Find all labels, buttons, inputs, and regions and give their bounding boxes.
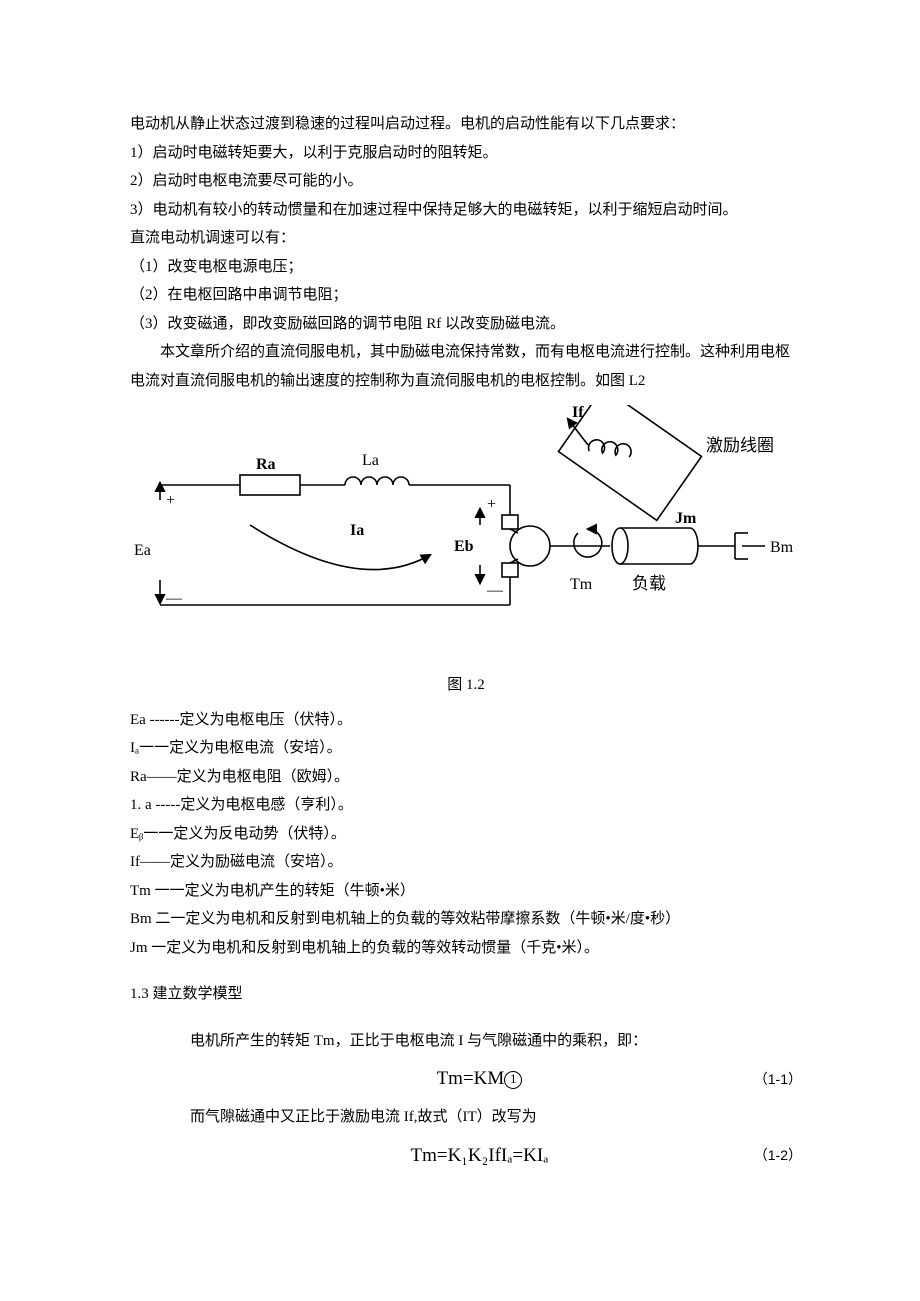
fig-label-load: 负载	[632, 574, 666, 593]
def-ia: Iₐ一一定义为电枢电流（安培）。	[130, 734, 802, 763]
intro-line-9: 本文章所介绍的直流伺服电机，其中励磁电流保持常数，而有电枢电流进行控制。这种利用…	[130, 338, 802, 395]
fig-label-eb: Eb	[454, 538, 474, 555]
def-la: 1. a -----定义为电枢电感（亨利）。	[130, 791, 802, 820]
equation-1: Tm=KM1 （1-1）	[130, 1061, 802, 1097]
fig-label-ra: Ra	[256, 456, 276, 473]
eq1-circled: 1	[504, 1071, 522, 1089]
section-heading: 1.3 建立数学模型	[130, 980, 802, 1009]
fig-minus-1: —	[165, 590, 183, 607]
fig-label-jm: Jm	[675, 510, 697, 527]
circuit-figure: Ea + — Ra La Ia Eb + — If 激励线圈 Jm Tm 负载 …	[130, 405, 802, 665]
sec-p1: 电机所产生的转矩 Tm，正比于电枢电流 I 与气隙磁通中的乘积，即：	[130, 1027, 802, 1056]
eq1-text: Tm=KM	[437, 1068, 505, 1089]
def-if: If——定义为励磁电流（安培）。	[130, 848, 802, 877]
eq1-number: （1-1）	[668, 1066, 802, 1093]
fig-label-coil: 激励线圈	[706, 436, 774, 455]
intro-line-7: （2）在电枢回路中串调节电阻；	[130, 281, 802, 310]
intro-line-2: 1）启动时电磁转矩要大，以利于克服启动时的阻转矩。	[130, 139, 802, 168]
intro-line-8: （3）改变磁通，即改变励磁回路的调节电阻 Rf 以改变励磁电流。	[130, 310, 802, 339]
def-ea: Ea ------定义为电枢电压（伏特）。	[130, 706, 802, 735]
fig-plus-1: +	[166, 492, 175, 509]
fig-label-ea: Ea	[134, 542, 151, 559]
eq2-text: Tm=K₁K₂IfIₐ=KIₐ	[291, 1138, 667, 1174]
def-eb: Eᵦ一一定义为反电动势（伏特）。	[130, 820, 802, 849]
intro-line-1: 电动机从静止状态过渡到稳速的过程叫启动过程。电机的启动性能有以下几点要求：	[130, 110, 802, 139]
fig-minus-2: —	[486, 582, 504, 599]
intro-line-6: （1）改变电枢电源电压；	[130, 253, 802, 282]
fig-label-tm: Tm	[570, 576, 593, 593]
fig-label-bm: Bm	[770, 539, 794, 556]
fig-label-if: If	[572, 405, 584, 421]
def-bm: Bm 二一定义为电机和反射到电机轴上的负载的等效粘带摩擦系数（牛顿•米/度•秒）	[130, 905, 802, 934]
def-ra: Ra——定义为电枢电阻（欧姆）。	[130, 763, 802, 792]
fig-plus-2: +	[487, 496, 496, 513]
definitions-block: Ea ------定义为电枢电压（伏特）。 Iₐ一一定义为电枢电流（安培）。 R…	[130, 706, 802, 963]
fig-label-la: La	[362, 452, 379, 469]
eq2-number: （1-2）	[668, 1142, 802, 1169]
intro-line-5: 直流电动机调速可以有：	[130, 224, 802, 253]
figure-caption: 图 1.2	[130, 671, 802, 700]
def-tm: Tm 一一定义为电机产生的转矩（牛顿•米）	[130, 877, 802, 906]
intro-line-4: 3）电动机有较小的转动惯量和在加速过程中保持足够大的电磁转矩，以利于缩短启动时间…	[130, 196, 802, 225]
intro-line-3: 2）启动时电枢电流要尽可能的小。	[130, 167, 802, 196]
equation-2: Tm=K₁K₂IfIₐ=KIₐ （1-2）	[130, 1138, 802, 1174]
fig-label-ia: Ia	[350, 522, 364, 539]
sec-p2: 而气隙磁通中又正比于激励电流 If,故式（IT）改写为	[130, 1103, 802, 1132]
def-jm: Jm 一定义为电机和反射到电机轴上的负载的等效转动惯量（千克•米）。	[130, 934, 802, 963]
